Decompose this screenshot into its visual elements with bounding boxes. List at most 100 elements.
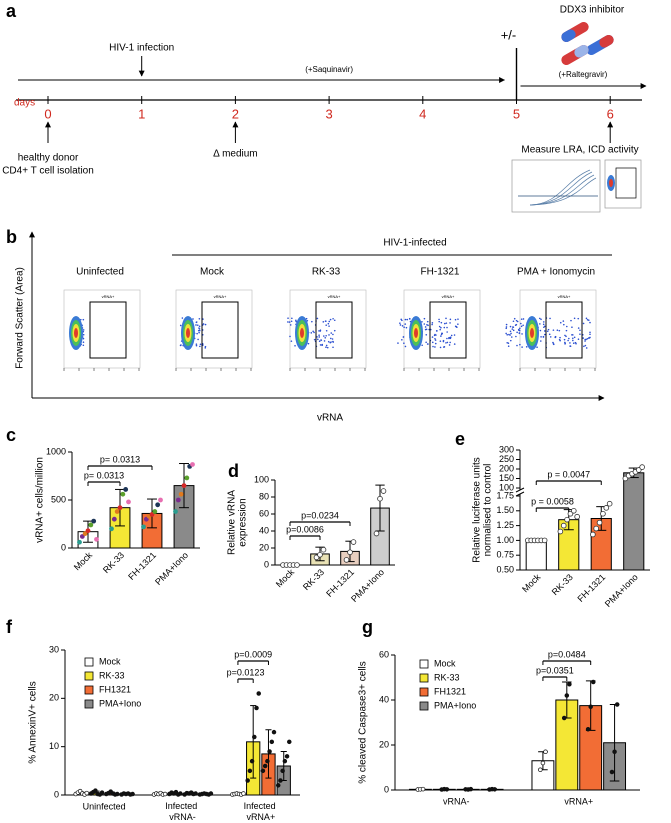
data-point: [85, 528, 91, 534]
data-point: [560, 522, 567, 529]
event-dot: [585, 347, 588, 349]
data-point: [114, 509, 120, 514]
event-dot: [567, 339, 569, 342]
y-tick-label: 100: [499, 482, 514, 492]
x-tick-label: RK-33: [301, 567, 326, 592]
data-point: [585, 726, 591, 732]
event-dot: [443, 346, 445, 348]
event-dot: [585, 338, 587, 341]
event-dot: [198, 317, 201, 320]
event-dot: [577, 338, 580, 341]
event-dot: [559, 321, 562, 324]
event-dot: [406, 318, 409, 321]
event-dot: [287, 317, 289, 319]
data-point: [320, 546, 327, 553]
event-dot: [295, 320, 297, 323]
data-point: [141, 524, 146, 530]
data-point: [570, 507, 577, 514]
data-point: [254, 705, 259, 711]
bar: [525, 539, 547, 571]
event-dot: [586, 337, 589, 340]
data-point: [287, 739, 292, 745]
data-point: [158, 497, 163, 503]
p-value: p = 0.0047: [547, 469, 590, 479]
event-dot: [318, 340, 321, 343]
event-dot: [181, 317, 184, 319]
event-dot: [542, 321, 545, 323]
y-tick-label: 80: [259, 491, 269, 501]
event-dot: [399, 324, 402, 326]
event-dot: [332, 317, 334, 320]
event-dot: [408, 317, 411, 320]
panel-label: f: [6, 617, 13, 637]
axis-break: [515, 491, 525, 497]
event-dot: [506, 341, 509, 344]
event-dot: [405, 326, 408, 329]
y-tick-label: 100: [254, 474, 269, 484]
event-dot: [195, 344, 198, 347]
event-dot: [505, 327, 508, 330]
p-value: p=0.0009: [234, 649, 272, 659]
y-axis-label: Forward Scatter (Area): [15, 267, 26, 369]
event-dot: [572, 342, 575, 345]
y-tick-label: 500: [51, 494, 66, 504]
event-dot: [505, 323, 508, 326]
event-dot: [438, 318, 440, 321]
y-tick-label: 40: [379, 694, 389, 704]
day-label: 2: [232, 106, 239, 121]
event-dot: [438, 325, 441, 328]
annotation: healthy donor: [18, 153, 79, 164]
event-dot: [179, 324, 182, 327]
event-dot: [425, 341, 427, 344]
data-point: [591, 679, 596, 685]
data-point: [588, 704, 593, 709]
data-point: [193, 791, 198, 796]
data-point: [256, 691, 261, 696]
data-point: [152, 509, 158, 514]
event-dot: [446, 331, 448, 333]
p-value: p=0.0351: [536, 665, 574, 675]
event-dot: [509, 330, 512, 333]
data-point: [126, 499, 131, 505]
event-dot: [539, 329, 542, 332]
event-dot: [324, 336, 327, 339]
event-dot: [552, 343, 555, 345]
p-value: p= 0.0313: [84, 470, 124, 480]
event-dot: [325, 320, 327, 322]
data-point: [94, 536, 99, 542]
legend-swatch: [84, 699, 94, 709]
y-axis-label: vRNA+ cells/million: [35, 457, 46, 543]
event-dot: [401, 325, 404, 327]
data-point: [596, 519, 603, 526]
annotation: Measure LRA, ICD activity: [521, 145, 638, 156]
flow-plot: [287, 289, 367, 369]
event-dot: [536, 346, 538, 348]
data-point: [77, 539, 82, 545]
data-point: [88, 522, 94, 528]
event-dot: [434, 342, 437, 345]
event-dot: [435, 330, 438, 332]
flow-plot: [175, 289, 253, 369]
gate: [315, 301, 353, 359]
gate: [429, 301, 467, 359]
y-axis-label: % AnnexinV+ cells: [28, 681, 39, 764]
event-dot: [572, 337, 574, 340]
event-dot: [404, 323, 407, 325]
event-dot: [564, 341, 566, 344]
event-dot: [509, 325, 512, 328]
event-dot: [288, 321, 291, 323]
density: [530, 328, 534, 338]
event-dot: [180, 344, 182, 346]
legend-label: Mock: [99, 656, 121, 666]
legend-swatch: [419, 687, 429, 697]
y-tick-label: 1.25: [496, 520, 514, 530]
data-point: [564, 516, 570, 523]
event-dot: [569, 342, 571, 344]
p-value: p= 0.0313: [100, 454, 140, 464]
event-dot: [441, 332, 444, 335]
x-tick-label: Mock: [520, 572, 543, 595]
event-dot: [289, 324, 292, 326]
day-label: 3: [325, 106, 332, 121]
data-point: [249, 758, 255, 764]
y-tick-label: 60: [259, 508, 269, 518]
